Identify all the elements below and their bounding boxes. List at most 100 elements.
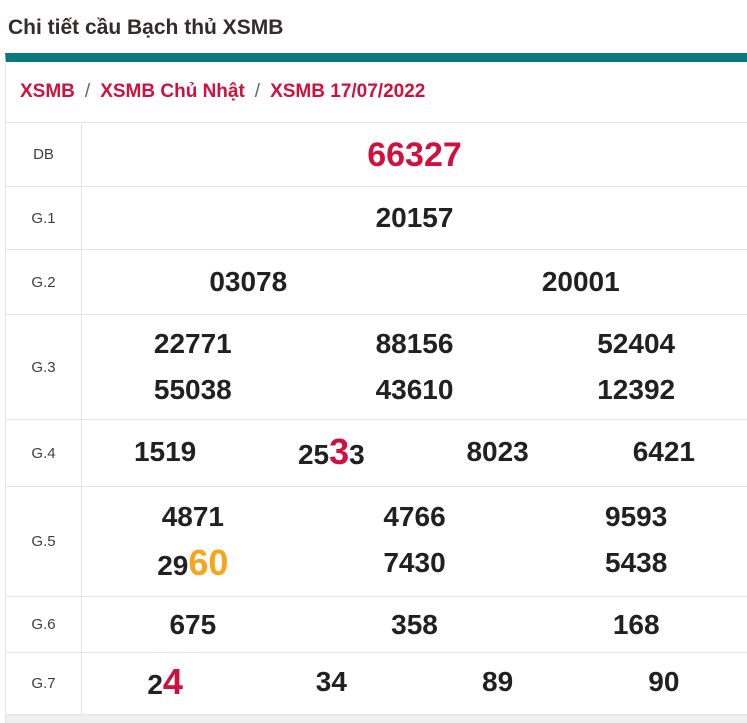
prize-line: 55038 43610 12392 bbox=[82, 367, 747, 413]
prize-value: 168 bbox=[525, 602, 747, 648]
breadcrumb-separator: / bbox=[254, 81, 261, 102]
prize-line: 03078 20001 bbox=[82, 259, 747, 305]
digit-segment: 675 bbox=[169, 608, 217, 640]
prize-value: 20157 bbox=[82, 195, 747, 241]
digit-segment: 66327 bbox=[367, 135, 462, 174]
prize-row-g6: G.6 675 358 168 bbox=[6, 596, 747, 652]
prize-line: 22771 88156 52404 bbox=[82, 321, 747, 367]
digit-segment: 52404 bbox=[597, 328, 676, 359]
breadcrumb-link-xsmb-chu-nhat[interactable]: XSMB Chủ Nhật bbox=[100, 81, 245, 102]
digit-segment: 4766 bbox=[383, 501, 446, 532]
digit-segment: 2 bbox=[147, 669, 163, 700]
prize-value: 2533 bbox=[248, 429, 414, 478]
prize-line: 66327 bbox=[82, 132, 747, 178]
prize-label: G.7 bbox=[31, 675, 56, 692]
digit-segment: 3 bbox=[349, 438, 365, 470]
breadcrumb-link-xsmb-date[interactable]: XSMB 17/07/2022 bbox=[270, 81, 426, 102]
prize-value: 89 bbox=[415, 659, 581, 708]
prize-line: 1519 2533 8023 6421 bbox=[82, 429, 747, 478]
digit-segment: 25 bbox=[297, 438, 330, 470]
prize-value: 88156 bbox=[304, 321, 526, 367]
prize-value: 12392 bbox=[525, 367, 747, 413]
digit-segment: 168 bbox=[612, 608, 660, 640]
prize-line: 675 358 168 bbox=[82, 602, 747, 648]
prize-row-g5: G.5 4871 4766 9593 2960 7430 5438 bbox=[6, 486, 747, 596]
prize-row-g4: G.4 1519 2533 8023 6421 bbox=[6, 419, 747, 486]
digit-segment: 358 bbox=[391, 608, 438, 640]
digit-segment: 4871 bbox=[161, 501, 224, 532]
digit-segment: 12392 bbox=[597, 374, 676, 405]
prize-row-g3: G.3 22771 88156 52404 55038 43610 12392 bbox=[6, 314, 747, 419]
prize-value: 55038 bbox=[82, 367, 304, 413]
digit-segment: 7430 bbox=[383, 547, 446, 578]
breadcrumb-separator: / bbox=[84, 81, 91, 102]
page-title: Chi tiết cầu Bạch thủ XSMB bbox=[8, 16, 284, 39]
digit-segment: 20157 bbox=[375, 202, 454, 233]
prize-label: G.1 bbox=[31, 209, 56, 227]
prize-value: 34 bbox=[248, 659, 414, 708]
prize-label: G.3 bbox=[31, 358, 56, 376]
prize-value: 4766 bbox=[304, 494, 526, 540]
digit-segment: 5438 bbox=[605, 547, 668, 578]
prize-value: 24 bbox=[82, 659, 248, 708]
prize-values: 22771 88156 52404 55038 43610 12392 bbox=[81, 315, 747, 419]
prize-value: 1519 bbox=[82, 429, 248, 478]
digit-segment: 8023 bbox=[466, 435, 529, 467]
digit-segment: 90 bbox=[648, 666, 680, 697]
prize-value: 8023 bbox=[415, 429, 581, 478]
result-panel: XSMB / XSMB Chủ Nhật / XSMB 17/07/2022 D… bbox=[5, 53, 747, 723]
prize-value: 675 bbox=[82, 602, 304, 648]
prize-values: 24 34 89 90 bbox=[81, 653, 747, 714]
prize-value: 5438 bbox=[525, 540, 747, 589]
prize-values: 66327 bbox=[81, 123, 747, 186]
prize-row-g1: G.1 20157 bbox=[6, 186, 747, 249]
highlighted-digit: 3 bbox=[329, 430, 350, 472]
prize-value: 03078 bbox=[82, 259, 415, 305]
prize-value: 4871 bbox=[82, 494, 304, 540]
prize-values: 4871 4766 9593 2960 7430 5438 bbox=[81, 487, 747, 596]
prize-value: 358 bbox=[304, 602, 526, 648]
prize-value: 2960 bbox=[82, 540, 304, 589]
highlighted-digit: 4 bbox=[162, 661, 183, 702]
breadcrumb-link-xsmb[interactable]: XSMB bbox=[20, 81, 75, 102]
prize-label: G.2 bbox=[31, 273, 56, 291]
prize-line: 4871 4766 9593 bbox=[82, 494, 747, 540]
prize-value: 66327 bbox=[82, 132, 747, 178]
prize-row-db: DB 66327 bbox=[6, 122, 747, 186]
prize-values: 675 358 168 bbox=[81, 597, 747, 652]
digit-segment: 22771 bbox=[153, 328, 232, 359]
prize-value: 6421 bbox=[581, 429, 747, 478]
prize-values: 1519 2533 8023 6421 bbox=[81, 420, 747, 486]
prize-value: 90 bbox=[581, 659, 747, 708]
highlighted-digit: 60 bbox=[188, 542, 229, 583]
digit-segment: 89 bbox=[482, 666, 514, 697]
prize-label: G.5 bbox=[31, 533, 56, 550]
results-table: DB 66327 G.1 20157 G.2 03078 20001 G.3 22771 8815… bbox=[6, 122, 747, 714]
prize-value: 43610 bbox=[304, 367, 526, 413]
prize-line: 24 34 89 90 bbox=[82, 659, 747, 708]
prize-values: 20157 bbox=[81, 187, 747, 249]
prize-row-g7: G.7 24 34 89 90 bbox=[6, 652, 747, 714]
prize-value: 7430 bbox=[304, 540, 526, 589]
prize-value: 22771 bbox=[82, 321, 304, 367]
digit-segment: 1519 bbox=[133, 435, 197, 467]
prize-value: 20001 bbox=[415, 259, 747, 305]
prize-value: 9593 bbox=[525, 494, 747, 540]
prize-line: 2960 7430 5438 bbox=[82, 540, 747, 589]
digit-segment: 9593 bbox=[605, 501, 668, 532]
prize-row-g2: G.2 03078 20001 bbox=[6, 249, 747, 314]
digit-segment: 43610 bbox=[375, 374, 454, 405]
digit-segment: 29 bbox=[157, 550, 189, 581]
digit-segment: 03078 bbox=[209, 266, 288, 297]
digit-segment: 88156 bbox=[375, 328, 454, 359]
breadcrumb: XSMB / XSMB Chủ Nhật / XSMB 17/07/2022 bbox=[6, 62, 747, 122]
prize-label: G.6 bbox=[31, 616, 56, 633]
next-section-cutoff bbox=[6, 714, 747, 723]
prize-label: DB bbox=[33, 146, 54, 163]
digit-segment: 6421 bbox=[632, 435, 696, 467]
prize-values: 03078 20001 bbox=[81, 250, 747, 314]
prize-value: 52404 bbox=[525, 321, 747, 367]
digit-segment: 55038 bbox=[153, 374, 232, 405]
digit-segment: 20001 bbox=[541, 266, 620, 297]
digit-segment: 34 bbox=[315, 666, 347, 697]
